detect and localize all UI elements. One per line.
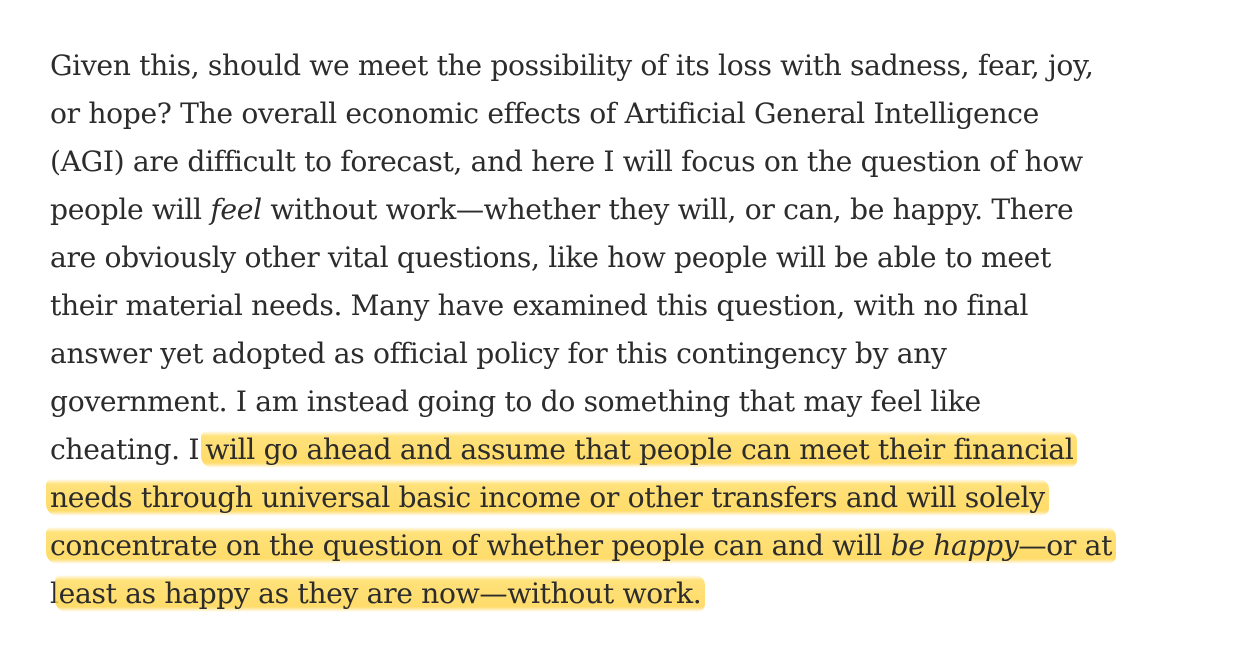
highlighted-text[interactable]: concentrate on the question of whether p… [46, 527, 1117, 564]
emphasized-word: feel [210, 193, 262, 226]
article-paragraph: Given this, should we meet the possibili… [46, 42, 1220, 618]
text-line: concentrate on the question of whether p… [46, 522, 1220, 570]
highlighted-text[interactable]: will go ahead and assume that people can… [201, 431, 1078, 468]
text-line: are obviously other vital questions, lik… [50, 241, 1051, 274]
text-run: concentrate on the question of whether p… [50, 529, 891, 562]
text-line: government. I am instead going to do som… [50, 385, 981, 418]
text-line: answer yet adopted as official policy fo… [50, 337, 947, 370]
text-line: least as happy as they are now—without w… [50, 570, 1220, 618]
highlighted-text[interactable]: needs through universal basic income or … [46, 479, 1049, 516]
text-line: needs through universal basic income or … [46, 474, 1220, 522]
text-line: or hope? The overall economic effects of… [50, 97, 1039, 130]
text-run: cheating. I [50, 433, 200, 466]
text-run: —or at [1018, 529, 1113, 562]
text-run: people will [50, 193, 211, 226]
text-line: people will feel without work—whether th… [50, 186, 1220, 234]
text-line: (AGI) are difficult to forecast, and her… [50, 145, 1083, 178]
highlighted-text[interactable]: east as happy as they are now—without wo… [54, 575, 706, 612]
text-run: l [50, 577, 59, 610]
emphasized-phrase: be happy [890, 529, 1019, 562]
text-line: Given this, should we meet the possibili… [50, 49, 1094, 82]
text-run: without work—whether they will, or can, … [261, 193, 1074, 226]
text-line: their material needs. Many have examined… [50, 289, 1029, 322]
